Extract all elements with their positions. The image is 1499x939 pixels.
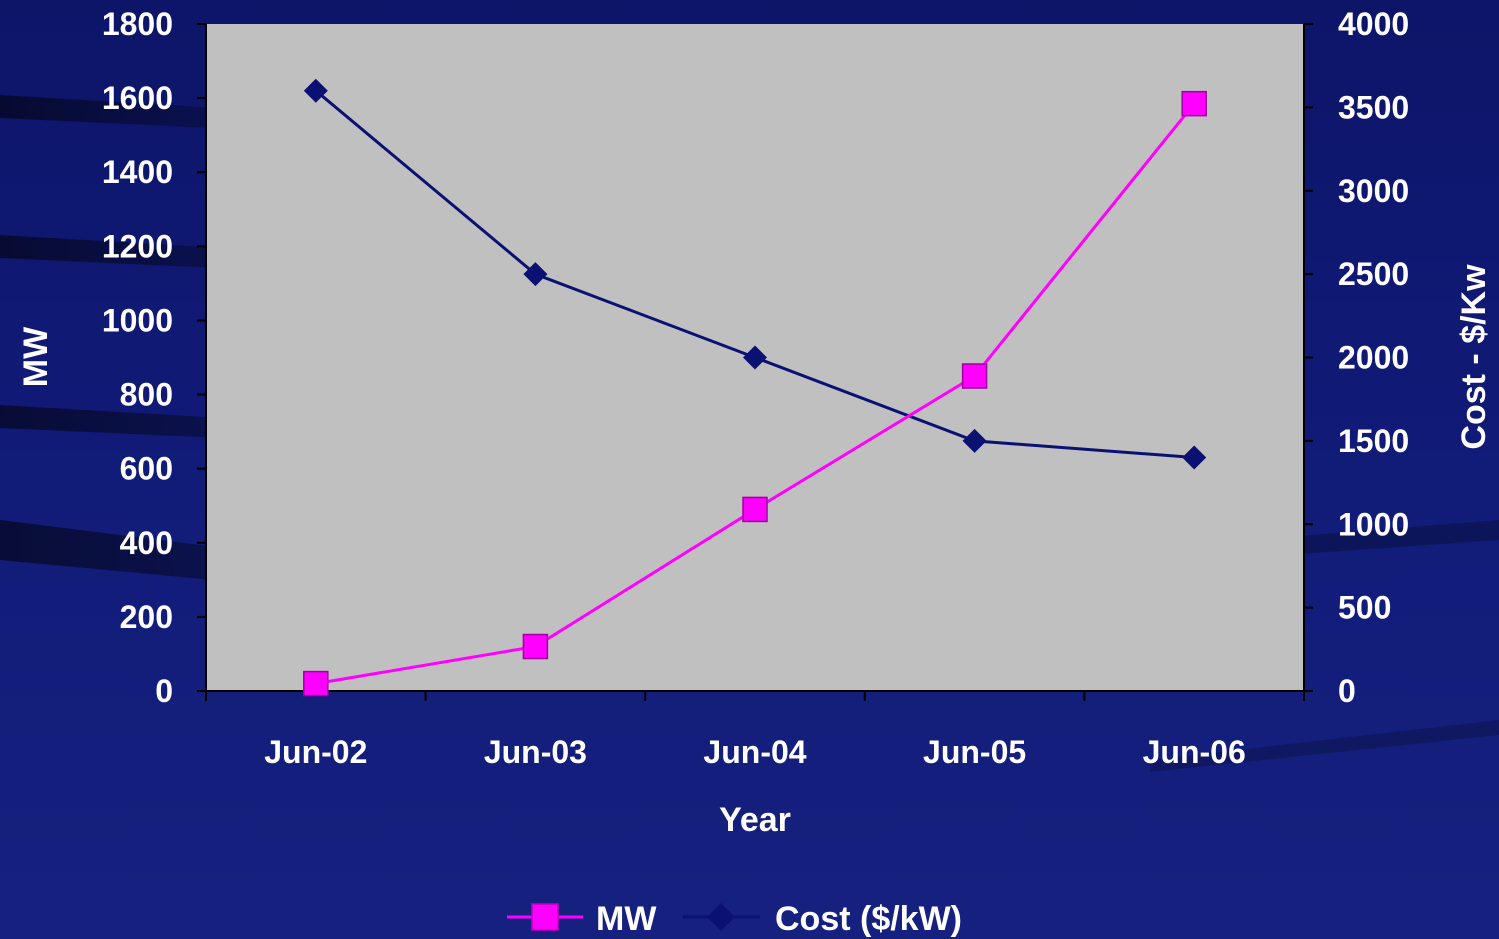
right-y-tick-label: 4000: [1338, 6, 1409, 42]
right-y-tick-label: 0: [1338, 673, 1356, 709]
left-y-tick-label: 200: [120, 599, 173, 635]
left-y-axis-ticks: 0 200 400 600 800 1000 1200 1400 1600 1800: [102, 6, 206, 709]
right-y-axis-ticks: 0 500 1000 1500 2000 2500 3000 3500 4000: [1304, 6, 1409, 709]
series-layer: [303, 78, 1207, 697]
legend-label-mw: MW: [596, 900, 657, 938]
right-y-tick-label: 1000: [1338, 506, 1409, 542]
left-y-tick-label: 1000: [102, 302, 173, 338]
x-tick-label: Jun-06: [1143, 734, 1246, 770]
right-y-axis-title: Cost - $/Kw: [1455, 264, 1493, 450]
data-point-mw: [1181, 90, 1207, 117]
left-y-tick-label: 1400: [102, 154, 173, 190]
x-tick-label: Jun-05: [923, 734, 1026, 770]
legend-label-cost: Cost ($/kW): [775, 900, 962, 938]
data-point-mw: [961, 363, 988, 389]
data-point-cost: [743, 345, 767, 370]
right-y-tick-label: 3000: [1338, 173, 1409, 209]
x-axis-ticks: Jun-02 Jun-03 Jun-04 Jun-05 Jun-06: [205, 691, 1305, 770]
x-tick-label: Jun-03: [484, 734, 587, 770]
right-y-tick-label: 2500: [1338, 256, 1409, 292]
x-tick-label: Jun-02: [264, 734, 367, 770]
data-point-mw: [522, 633, 549, 660]
right-y-tick-label: 2000: [1338, 340, 1409, 376]
legend-item-cost: Cost ($/kW): [683, 900, 962, 938]
legend: MW Cost ($/kW): [507, 900, 962, 938]
left-y-tick-label: 1800: [102, 6, 173, 42]
data-point-cost: [303, 78, 328, 103]
left-y-tick-label: 1200: [102, 228, 173, 264]
data-point-cost: [1182, 445, 1207, 470]
data-point-mw: [303, 670, 329, 697]
data-point-cost: [523, 262, 548, 287]
data-point-cost: [962, 428, 987, 453]
x-tick-label: Jun-04: [703, 734, 806, 770]
right-y-tick-label: 500: [1338, 590, 1391, 626]
data-point-mw: [742, 496, 768, 523]
left-y-tick-label: 600: [120, 451, 173, 487]
right-y-tick-label: 1500: [1338, 423, 1409, 459]
series-cost: [303, 78, 1207, 470]
series-mw: [303, 90, 1207, 697]
left-y-axis-title: MW: [17, 326, 55, 387]
left-y-tick-label: 400: [120, 525, 173, 561]
x-axis-title: Year: [719, 801, 791, 839]
right-y-tick-label: 3500: [1338, 89, 1409, 125]
left-y-tick-label: 0: [155, 673, 173, 709]
legend-item-mw: MW: [507, 900, 657, 938]
left-y-tick-label: 1600: [102, 80, 173, 116]
left-y-tick-label: 800: [120, 377, 173, 413]
